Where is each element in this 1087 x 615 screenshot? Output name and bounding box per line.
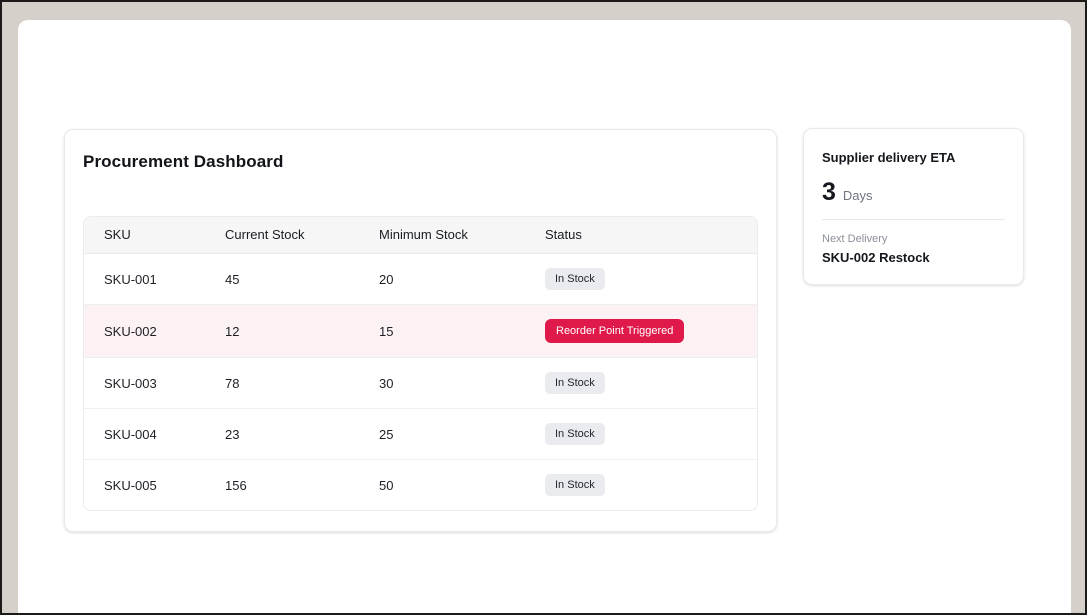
sku-cell: SKU-002 — [84, 304, 205, 358]
status-cell: In Stock — [525, 459, 757, 510]
minimum-stock-cell: 20 — [359, 253, 525, 305]
column-header-current-stock: Current Stock — [205, 217, 359, 254]
eta-days-unit: Days — [842, 188, 873, 203]
sku-cell: SKU-001 — [84, 253, 205, 305]
minimum-stock-cell: 15 — [359, 304, 525, 358]
current-stock-cell: 78 — [205, 357, 359, 409]
eta-days-value: 3 — [822, 178, 836, 206]
eta-card-title: Supplier delivery ETA — [822, 150, 956, 165]
status-cell: Reorder Point Triggered — [525, 304, 757, 358]
minimum-stock-cell: 30 — [359, 357, 525, 409]
inventory-table: SKU Current Stock Minimum Stock Status S… — [84, 217, 757, 510]
column-header-minimum-stock: Minimum Stock — [359, 217, 525, 254]
current-stock-cell: 23 — [205, 408, 359, 460]
divider — [822, 219, 1005, 220]
table-row-alert: SKU-002 12 15 Reorder Point Triggered — [84, 304, 757, 358]
status-badge: In Stock — [545, 474, 605, 496]
column-header-status: Status — [525, 217, 757, 254]
table-row: SKU-004 23 25 In Stock — [84, 408, 757, 460]
current-stock-cell: 156 — [205, 459, 359, 510]
minimum-stock-cell: 25 — [359, 408, 525, 460]
status-badge: In Stock — [545, 423, 605, 445]
status-cell: In Stock — [525, 253, 757, 305]
eta-value-row: 3 Days — [822, 178, 1005, 206]
supplier-eta-card: Supplier delivery ETA 3 Days Next Delive… — [803, 128, 1024, 285]
table-row: SKU-003 78 30 In Stock — [84, 357, 757, 409]
page-title: Procurement Dashboard — [83, 152, 284, 171]
procurement-dashboard-card: Procurement Dashboard SKU Current Stock … — [64, 129, 777, 532]
table-row: SKU-001 45 20 In Stock — [84, 253, 757, 305]
inventory-table-container: SKU Current Stock Minimum Stock Status S… — [83, 216, 758, 511]
status-cell: In Stock — [525, 357, 757, 409]
current-stock-cell: 45 — [205, 253, 359, 305]
table-row: SKU-005 156 50 In Stock — [84, 459, 757, 510]
reorder-alert-badge: Reorder Point Triggered — [545, 319, 685, 343]
sku-cell: SKU-004 — [84, 408, 205, 460]
app-window: Procurement Dashboard SKU Current Stock … — [18, 20, 1071, 613]
column-header-sku: SKU — [84, 217, 205, 254]
minimum-stock-cell: 50 — [359, 459, 525, 510]
next-delivery-value: SKU-002 Restock — [822, 250, 930, 265]
sku-cell: SKU-003 — [84, 357, 205, 409]
status-badge: In Stock — [545, 268, 605, 290]
status-badge: In Stock — [545, 372, 605, 394]
table-body: SKU-001 45 20 In Stock SKU-002 12 15 — [84, 253, 757, 510]
table-header-row: SKU Current Stock Minimum Stock Status — [84, 217, 757, 254]
status-cell: In Stock — [525, 408, 757, 460]
current-stock-cell: 12 — [205, 304, 359, 358]
sku-cell: SKU-005 — [84, 459, 205, 510]
next-delivery-label: Next Delivery — [822, 233, 888, 245]
table-header: SKU Current Stock Minimum Stock Status — [84, 217, 757, 254]
